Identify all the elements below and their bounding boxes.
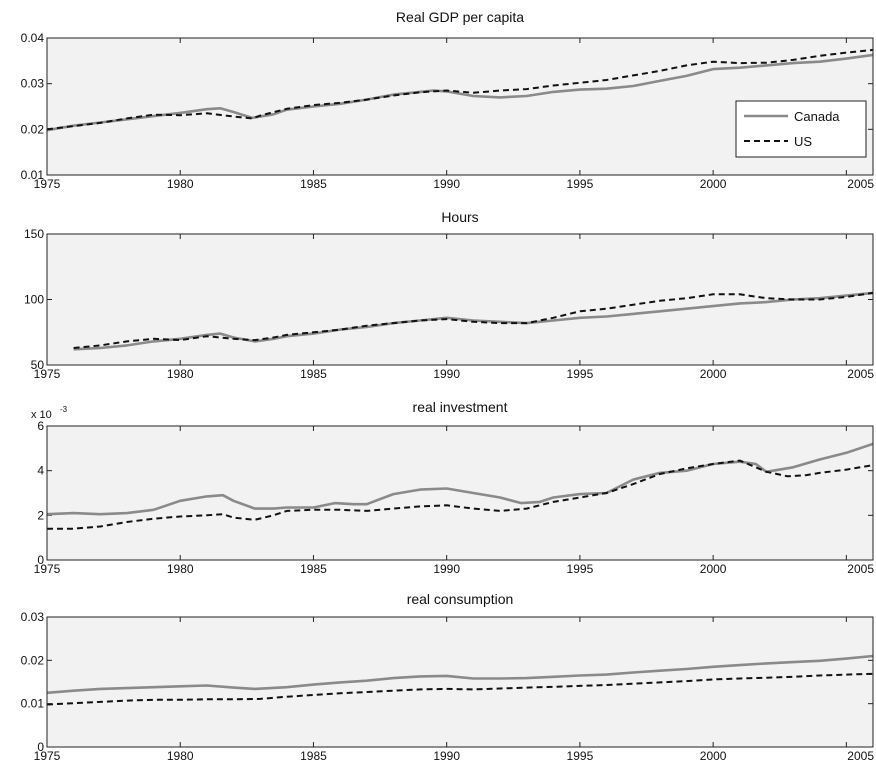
y-tick-label: 100 xyxy=(24,293,44,307)
x-tick-label: 2000 xyxy=(700,177,727,191)
x-tick-label: 2005 xyxy=(847,367,874,381)
x-tick-label: 1985 xyxy=(300,177,327,191)
legend: Canada US xyxy=(735,100,867,158)
panel-title: Real GDP per capita xyxy=(396,9,524,25)
x-tick-label: 1995 xyxy=(567,177,594,191)
x-tick-label: 2000 xyxy=(700,367,727,381)
y-tick-label: 0.04 xyxy=(21,31,45,45)
chart-panel-4: real consumption 1975 1980 1985 1990 1995 2000… xyxy=(21,591,875,763)
x-tick-label: 1990 xyxy=(433,367,460,381)
x-tick-label: 1985 xyxy=(300,749,327,763)
plot-frame xyxy=(46,425,874,561)
chart-panel-1: Real GDP per capita 1975 1980 1985 1990 1995 2… xyxy=(21,9,875,191)
legend-label-canada: Canada xyxy=(794,109,840,124)
chart-panel-2: Hours 1975 1980 1985 1990 1995 2000 2005 50 100 15… xyxy=(24,209,874,381)
plot-frame xyxy=(46,233,874,366)
y-tick-label: 6 xyxy=(37,419,44,433)
x-tick-label: 2005 xyxy=(847,749,874,763)
plot-area xyxy=(47,234,873,365)
x-tick-label: 1995 xyxy=(567,367,594,381)
x-tick-label: 2000 xyxy=(700,749,727,763)
y-tick-label: 0.01 xyxy=(21,168,45,182)
x-tick-label: 1975 xyxy=(34,562,61,576)
y-tick-label: 0 xyxy=(37,553,44,567)
legend-label-us: US xyxy=(794,134,812,149)
x-tick-label: 1975 xyxy=(34,749,61,763)
axis-exponent-label: x 10 xyxy=(31,409,52,421)
x-tick-label: 1990 xyxy=(433,562,460,576)
y-tick-label: 0.01 xyxy=(21,697,45,711)
plot-frame xyxy=(46,616,874,748)
legend-box xyxy=(735,100,867,158)
x-tick-label: 1980 xyxy=(167,562,194,576)
plot-frame xyxy=(46,37,874,176)
y-tick-label: 0.03 xyxy=(21,77,45,91)
x-tick-label: 1995 xyxy=(567,749,594,763)
panel-title: real investment xyxy=(413,399,508,415)
series-line-us xyxy=(46,48,874,131)
y-tick-label: 0.02 xyxy=(21,122,45,136)
x-tick-label: 2005 xyxy=(847,177,874,191)
y-tick-label: 0.02 xyxy=(21,653,45,667)
y-tick-label: 150 xyxy=(24,227,44,241)
plot-area xyxy=(47,426,873,560)
x-tick-label: 1975 xyxy=(34,367,61,381)
y-tick-label: 0 xyxy=(37,740,44,754)
y-tick-label: 4 xyxy=(37,464,44,478)
x-tick-label: 1980 xyxy=(167,177,194,191)
x-tick-label: 1975 xyxy=(34,177,61,191)
x-tick-label: 1990 xyxy=(433,177,460,191)
x-tick-label: 1980 xyxy=(167,367,194,381)
plot-area xyxy=(47,617,873,747)
x-tick-label: 1990 xyxy=(433,749,460,763)
panel-title: Hours xyxy=(441,209,478,225)
series-line-canada xyxy=(46,654,874,695)
series-line-us xyxy=(46,672,874,706)
x-tick-label: 2005 xyxy=(847,562,874,576)
panel-title: real consumption xyxy=(407,591,514,607)
chart-panel-3: real investment x 10 -3 1975 1980 1985 1990 199… xyxy=(31,399,874,576)
plot-area xyxy=(47,38,873,175)
series-line-us xyxy=(47,459,874,530)
x-tick-label: 1995 xyxy=(567,562,594,576)
series-line-canada xyxy=(73,291,874,351)
y-tick-label: 0.03 xyxy=(21,610,45,624)
x-tick-label: 1985 xyxy=(300,562,327,576)
axis-exponent-power: -3 xyxy=(60,405,68,414)
x-tick-label: 1985 xyxy=(300,367,327,381)
x-tick-label: 1980 xyxy=(167,749,194,763)
y-tick-label: 2 xyxy=(37,508,44,522)
y-tick-label: 50 xyxy=(31,358,45,372)
series-line-canada xyxy=(46,442,874,516)
x-tick-label: 2000 xyxy=(700,562,727,576)
